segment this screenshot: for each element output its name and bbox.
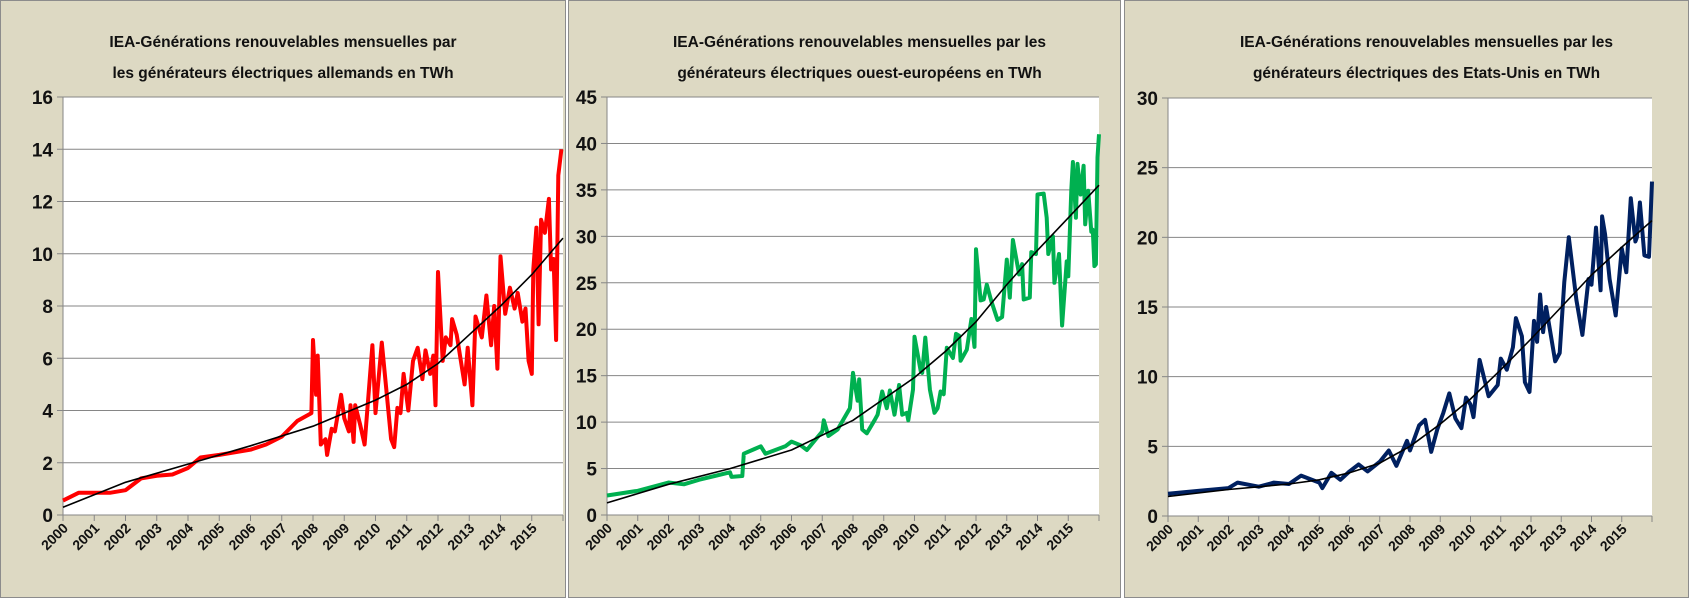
x-tick-label: 2004 <box>1264 521 1297 554</box>
x-tick-label: 2011 <box>1476 521 1509 554</box>
x-tick-label: 2002 <box>643 520 676 553</box>
chart-panel-germany: IEA-Générations renouvelables mensuelles… <box>0 0 566 598</box>
x-tick-label: 2015 <box>507 520 540 553</box>
trend-line <box>62 237 564 508</box>
trend-line <box>1167 219 1653 498</box>
chart-panel-united-states: IEA-Générations renouvelables mensuelles… <box>1124 0 1689 598</box>
x-tick-label: 2007 <box>257 520 290 553</box>
chart-svg: 0246810121416200020012002200320042005200… <box>32 88 564 553</box>
y-tick-label: 0 <box>586 506 597 527</box>
x-tick-label: 2014 <box>1566 521 1599 554</box>
y-tick-label: 0 <box>1147 507 1158 528</box>
y-tick-label: 40 <box>576 134 597 155</box>
y-tick-label: 5 <box>586 460 597 481</box>
x-tick-label: 2003 <box>132 520 165 553</box>
x-tick-label: 2011 <box>382 520 415 553</box>
chart-title-line1: IEA-Générations renouvelables mensuelles… <box>109 34 457 51</box>
plot-area <box>607 97 1099 515</box>
y-tick-label: 10 <box>1137 368 1158 389</box>
y-tick-label: 25 <box>576 274 598 295</box>
y-tick-label: 0 <box>42 506 53 527</box>
data-series-line <box>606 134 1101 498</box>
x-tick-label: 2013 <box>444 520 477 553</box>
x-tick-label: 2013 <box>982 520 1015 553</box>
y-tick-label: 16 <box>32 88 53 109</box>
chart-title-line2: générateurs électriques des Etats-Unis e… <box>1252 65 1601 82</box>
x-tick-label: 2005 <box>736 520 769 553</box>
y-tick-label: 20 <box>1137 228 1158 249</box>
x-tick-label: 2008 <box>1385 521 1418 554</box>
chart-title: IEA-Générations renouvelables mensuelles… <box>599 27 1120 89</box>
chart-title: IEA-Générations renouvelables mensuelles… <box>1 27 565 89</box>
y-tick-label: 10 <box>576 413 597 434</box>
x-tick-label: 2004 <box>163 520 196 553</box>
y-tick-label: 12 <box>32 193 53 214</box>
x-tick-label: 2009 <box>859 520 892 553</box>
y-tick-label: 25 <box>1137 159 1159 180</box>
x-tick-label: 2006 <box>225 520 258 553</box>
trend-line <box>606 184 1100 504</box>
x-tick-label: 2001 <box>613 520 646 553</box>
y-tick-label: 10 <box>32 245 53 266</box>
y-tick-label: 15 <box>1137 298 1159 319</box>
x-tick-label: 2015 <box>1043 520 1076 553</box>
y-tick-label: 45 <box>576 88 598 109</box>
y-tick-label: 30 <box>576 227 597 248</box>
x-tick-label: 2003 <box>1234 521 1267 554</box>
x-tick-label: 2011 <box>921 520 954 553</box>
x-tick-label: 2002 <box>1203 521 1236 554</box>
chart-panel-western-europe: IEA-Générations renouvelables mensuelles… <box>568 0 1121 598</box>
x-tick-label: 2010 <box>350 520 383 553</box>
x-tick-label: 2003 <box>674 520 707 553</box>
y-tick-label: 2 <box>42 454 53 475</box>
chart-title-line2: générateurs électriques ouest-européens … <box>677 65 1042 82</box>
x-tick-label: 2012 <box>1506 521 1539 554</box>
x-tick-label: 2008 <box>288 520 321 553</box>
x-tick-label: 2014 <box>475 520 508 553</box>
y-tick-label: 30 <box>1137 89 1158 110</box>
x-tick-label: 2009 <box>319 520 352 553</box>
chart-title-line2: les générateurs électriques allemands en… <box>112 65 454 82</box>
y-tick-label: 8 <box>42 297 53 318</box>
x-tick-label: 2015 <box>1597 521 1630 554</box>
data-series-line <box>62 149 564 503</box>
y-tick-label: 35 <box>576 181 598 202</box>
x-tick-label: 2007 <box>1355 521 1388 554</box>
x-tick-label: 2010 <box>1445 521 1478 554</box>
chart-title-line1: IEA-Générations renouvelables mensuelles… <box>1239 34 1613 51</box>
x-tick-label: 2001 <box>1173 521 1206 554</box>
x-tick-label: 2009 <box>1415 521 1448 554</box>
x-tick-label: 2005 <box>194 520 227 553</box>
x-tick-label: 2006 <box>766 520 799 553</box>
chart-svg: 0510152025303540452000200120022003200420… <box>576 88 1101 553</box>
y-tick-label: 5 <box>1147 437 1158 458</box>
data-series-line <box>1167 181 1654 496</box>
x-tick-label: 2006 <box>1324 521 1357 554</box>
x-tick-label: 2012 <box>413 520 446 553</box>
x-tick-label: 2013 <box>1536 521 1569 554</box>
y-tick-label: 14 <box>32 140 54 161</box>
x-tick-label: 2007 <box>797 520 830 553</box>
x-tick-label: 2005 <box>1294 521 1327 554</box>
x-tick-label: 2004 <box>705 520 738 553</box>
x-tick-label: 2010 <box>889 520 922 553</box>
x-tick-label: 2012 <box>951 520 984 553</box>
chart-title: IEA-Générations renouvelables mensuelles… <box>1165 27 1688 89</box>
x-tick-label: 2014 <box>1012 520 1045 553</box>
x-tick-label: 2008 <box>828 520 861 553</box>
y-tick-label: 4 <box>42 402 53 423</box>
y-tick-label: 20 <box>576 320 597 341</box>
y-tick-label: 6 <box>42 349 53 370</box>
x-tick-label: 2001 <box>69 520 102 553</box>
y-tick-label: 15 <box>576 367 598 388</box>
chart-title-line1: IEA-Générations renouvelables mensuelles… <box>672 34 1046 51</box>
chart-svg: 0510152025302000200120022003200420052006… <box>1137 89 1654 554</box>
x-tick-label: 2002 <box>100 520 133 553</box>
